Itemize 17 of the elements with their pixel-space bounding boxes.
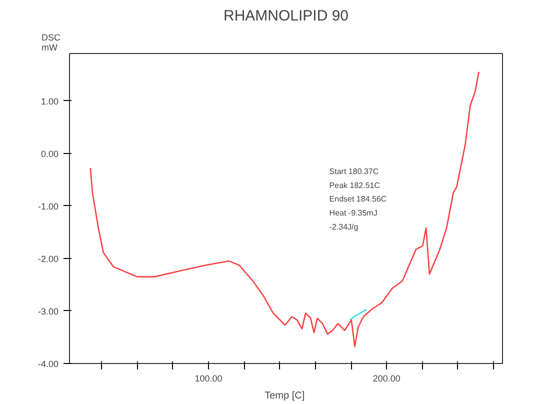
y-tick-label: -3.00 — [38, 306, 58, 316]
y-tick-label: 0.00 — [40, 148, 59, 159]
annotation: Endset 184.56C — [329, 194, 387, 204]
y-tick-label: -4.00 — [38, 359, 58, 369]
x-tick-label: 200.00 — [372, 374, 400, 384]
y-tick-label: 1.00 — [40, 96, 59, 106]
annotation: Heat -9.35mJ — [329, 208, 378, 218]
line-series — [90, 71, 480, 348]
x-tick-label: 100.00 — [194, 374, 222, 384]
chart-title: RHAMNOLIPID 90 — [223, 8, 349, 24]
y-tick-label: -1.00 — [38, 201, 58, 212]
x-axis-title: Temp [C] — [264, 390, 305, 402]
annotation: Peak 182.51C — [329, 180, 380, 190]
annotation: Start 180.37C — [329, 166, 379, 176]
annotation: -2.34J/g — [329, 222, 358, 232]
y-axis-title: DSC mW — [42, 32, 61, 52]
y-tick-label: -2.00 — [38, 254, 58, 264]
